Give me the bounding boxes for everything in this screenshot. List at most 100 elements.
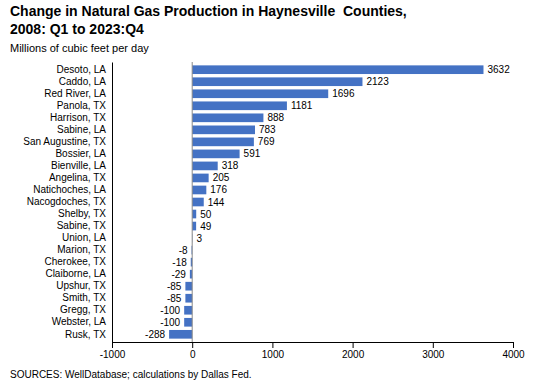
y-tick-label: Nacogdoches, TX (27, 196, 107, 207)
y-tick: Marion, TX (57, 244, 106, 255)
title: 2008: Q1 to 2023:Q4 (10, 21, 144, 37)
data-label: 591 (244, 148, 261, 159)
y-tick: Harrison, TX (50, 112, 106, 123)
title: Change in Natural Gas Production in Hayn… (10, 3, 407, 19)
y-tick-label: Union, LA (62, 232, 106, 243)
y-tick-label: Sabine, TX (57, 220, 107, 231)
bar (192, 174, 208, 183)
data-label: 318 (222, 160, 239, 171)
x-tick-mark (192, 342, 193, 348)
chart: Change in Natural Gas Production in Hayn… (0, 0, 535, 382)
y-tick-label: Shelby, TX (58, 208, 106, 219)
y-tick-label: Sabine, LA (57, 124, 106, 135)
x-tick: -1000 (100, 342, 126, 360)
y-tick: Natichoches, LA (33, 184, 106, 195)
data-label: 3 (196, 233, 202, 244)
y-tick: Nacogdoches, TX (27, 196, 107, 207)
y-tick-label: Harrison, TX (50, 112, 106, 123)
data-label: 1696 (332, 88, 355, 99)
y-tick-label: Desoto, LA (57, 64, 107, 75)
x-tick-mark (513, 342, 514, 348)
bar (192, 162, 218, 171)
y-tick-label: Upshur, TX (56, 280, 106, 291)
data-labels: 3632212316961181888783769591318205176144… (145, 64, 510, 340)
x-tick-label: 3000 (422, 349, 445, 360)
data-label: 3632 (487, 64, 510, 75)
y-tick-label: Bienville, LA (51, 160, 106, 171)
y-tick-label: Gregg, TX (60, 304, 106, 315)
y-tick: San Augustine, TX (23, 136, 106, 147)
y-tick-label: Claiborne, LA (45, 268, 106, 279)
data-label: 1181 (291, 100, 313, 111)
y-tick-label: San Augustine, TX (23, 136, 106, 147)
y-tick: Sabine, TX (57, 220, 107, 231)
y-tick-label: Marion, TX (57, 244, 106, 255)
data-label: 176 (210, 184, 227, 195)
x-axis: -1000 0 1000 2000 3000 4000 (100, 342, 525, 360)
data-label: -100 (160, 317, 180, 328)
x-tick-mark (433, 342, 434, 348)
bar (184, 318, 192, 327)
y-tick-label: Bossier, LA (55, 148, 106, 159)
bar (192, 198, 204, 207)
data-label: -29 (171, 269, 186, 280)
y-tick: Gregg, TX (60, 304, 106, 315)
y-tick: Angelina, TX (49, 172, 106, 183)
y-tick-label: Red River, LA (44, 88, 106, 99)
x-tick: 4000 (502, 342, 525, 360)
y-tick: Red River, LA (44, 88, 106, 99)
y-tick: Claiborne, LA (45, 268, 106, 279)
y-axis: Desoto, LACaddo, LARed River, LAPanola, … (23, 63, 112, 343)
source-note: SOURCES: WellDatabase; calculations by D… (10, 369, 252, 380)
y-tick-label: Smith, TX (62, 292, 106, 303)
data-label: 888 (267, 112, 284, 123)
bar (192, 138, 254, 147)
data-label: -100 (160, 305, 180, 316)
x-tick-mark (272, 342, 273, 348)
y-tick-label: Angelina, TX (49, 172, 106, 183)
bar (192, 101, 287, 110)
x-tick-mark (353, 342, 354, 348)
bar (185, 294, 192, 303)
y-tick: Caddo, LA (59, 76, 107, 87)
x-tick-label: 2000 (342, 349, 365, 360)
x-tick: 3000 (422, 342, 445, 360)
y-tick: Cherokee, TX (44, 256, 106, 267)
y-tick-label: Natichoches, LA (33, 184, 106, 195)
x-tick-label: 1000 (262, 349, 285, 360)
x-tick-label: 4000 (502, 349, 525, 360)
y-tick: Rusk, TX (65, 329, 106, 340)
x-tick: 1000 (262, 342, 285, 360)
x-axis-line (113, 343, 514, 349)
data-label: -85 (167, 293, 182, 304)
y-tick-label: Cherokee, TX (44, 256, 106, 267)
y-tick-label: Rusk, TX (65, 329, 106, 340)
data-label: 49 (200, 221, 212, 232)
y-tick: Union, LA (62, 232, 106, 243)
bar (192, 210, 196, 219)
bar (185, 282, 192, 291)
y-tick: Webster, LA (52, 316, 107, 327)
y-tick: Shelby, TX (58, 208, 106, 219)
x-tick: 2000 (342, 342, 365, 360)
x-tick-label: -1000 (100, 349, 126, 360)
y-tick: Bienville, LA (51, 160, 106, 171)
data-label: 2123 (366, 76, 389, 87)
bar (169, 330, 192, 339)
y-tick: Sabine, LA (57, 124, 106, 135)
y-tick-label: Caddo, LA (59, 76, 107, 87)
data-label: 205 (213, 172, 230, 183)
bar (192, 186, 206, 195)
zero-line (192, 62, 193, 342)
y-tick-label: Panola, TX (57, 100, 107, 111)
bar (192, 65, 483, 74)
x-tick: 0 (190, 342, 196, 360)
y-tick: Smith, TX (62, 292, 106, 303)
y-tick: Upshur, TX (56, 280, 106, 291)
y-tick: Bossier, LA (55, 148, 106, 159)
subtitle: Millions of cubic feet per day (10, 42, 149, 54)
bar (192, 222, 196, 231)
bar (192, 89, 328, 98)
data-label: 50 (200, 209, 212, 220)
x-tick-mark (112, 342, 113, 348)
